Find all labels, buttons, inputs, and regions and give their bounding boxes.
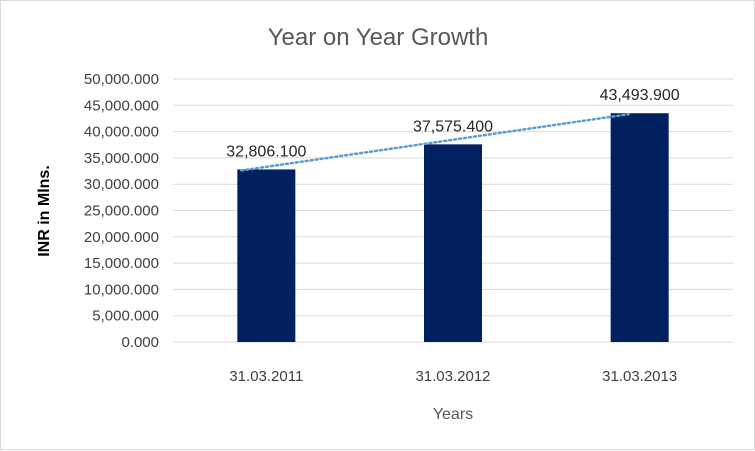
bar [424,144,482,342]
data-labels: 32,806.100 37,575.400 43,493.900 [226,87,680,160]
y-tick-label: 30,000.000 [84,176,159,193]
x-tick-label: 31.03.2012 [415,368,490,385]
x-tick-label: 31.03.2013 [602,368,677,385]
y-tick-label: 5,000.000 [92,308,159,325]
y-tick-label: 15,000.000 [84,255,159,272]
trendline [240,112,630,172]
x-tick-label: 31.03.2011 [229,368,303,385]
trendline-layer [240,112,630,172]
y-tick-label: 45,000.000 [84,97,159,114]
y-tick-label: 0.000 [121,334,159,351]
y-tick-label: 25,000.000 [84,203,159,220]
bar [237,169,296,342]
y-tick-label: 35,000.000 [84,150,159,167]
x-axis-ticks: 31.03.2011 31.03.2012 31.03.2013 [229,368,677,385]
bars [237,113,669,343]
data-label: 37,575.400 [413,118,493,135]
data-label: 32,806.100 [226,143,306,160]
data-label: 43,493.900 [600,87,680,104]
y-tick-label: 40,000.000 [84,124,159,141]
y-axis-ticks: 0.000 5,000.000 10,000.000 15,000.000 20,000… [84,71,159,351]
y-tick-label: 20,000.000 [84,229,159,246]
bar [610,113,669,343]
y-tick-label: 50,000.000 [84,71,159,88]
chart-title: Year on Year Growth [268,24,489,51]
y-axis-title: INR in Mlns. [36,165,53,257]
x-axis-title: Years [433,406,473,423]
y-tick-label: 10,000.000 [84,281,159,298]
